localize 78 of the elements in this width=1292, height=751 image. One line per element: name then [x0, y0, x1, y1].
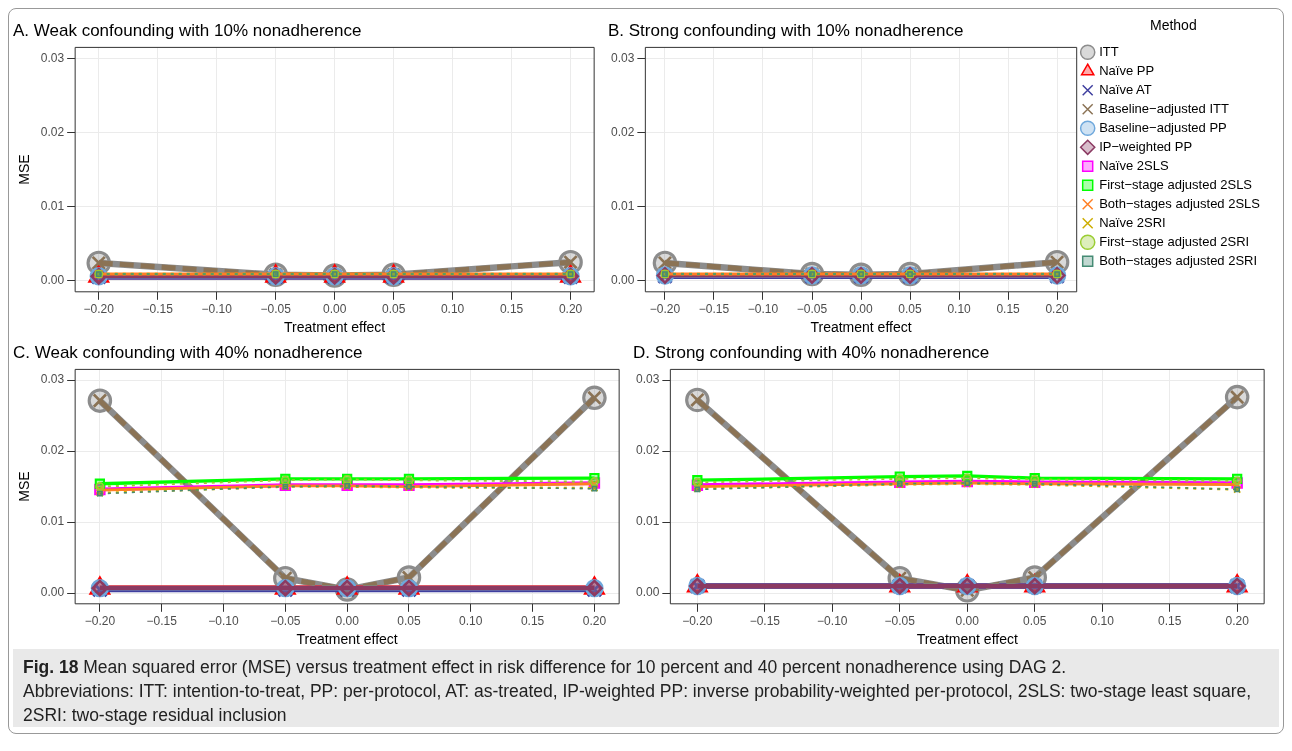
x-tick-label: −0.15 — [749, 614, 781, 629]
y-tick-label: 0.01 — [40, 198, 65, 213]
x-axis-title: Treatment effect — [810, 319, 912, 336]
x-tick-label: 0.20 — [1225, 614, 1250, 629]
x-tick-label: 0.05 — [381, 302, 406, 317]
x-axis-title: Treatment effect — [916, 631, 1018, 648]
legend-label: Naïve AT — [1099, 81, 1152, 97]
y-tick-label: 0.02 — [40, 124, 65, 139]
caption: Fig. 18 — [23, 657, 80, 677]
x-tick-label: −0.15 — [142, 302, 174, 317]
legend-label: Baseline−adjusted ITT — [1099, 100, 1229, 116]
x-tick-label: 0.20 — [582, 614, 607, 629]
legend-label: Both−stages adjusted 2SRI — [1099, 252, 1258, 268]
chart-title: D. Strong confounding with 40% nonadherence — [633, 342, 990, 362]
y-tick-label: 0.00 — [40, 273, 65, 287]
x-tick-label: 0.05 — [397, 614, 421, 629]
x-tick-label: −0.10 — [817, 614, 848, 629]
x-tick-label: −0.10 — [201, 302, 233, 317]
x-tick-label: −0.20 — [682, 614, 713, 629]
x-axis-title: Treatment effect — [284, 319, 386, 336]
y-tick-label: 0.02 — [636, 443, 660, 458]
x-tick-label: 0.05 — [1023, 614, 1047, 629]
x-tick-label: −0.15 — [146, 614, 178, 629]
y-tick-label: 0.03 — [636, 372, 660, 387]
x-tick-label: −0.05 — [260, 302, 292, 317]
y-tick-label: 0.00 — [40, 585, 65, 600]
y-tick-label: 0.01 — [40, 514, 65, 529]
x-tick-label: −0.20 — [649, 302, 681, 317]
legend-title: Method — [1149, 16, 1197, 33]
x-tick-label: −0.10 — [208, 614, 240, 629]
legend-label: ITT — [1099, 43, 1119, 59]
x-tick-label: 0.15 — [499, 302, 524, 317]
x-tick-label: 0.15 — [996, 302, 1021, 317]
y-tick-label: 0.03 — [40, 50, 65, 65]
y-tick-label: 0.03 — [40, 372, 65, 387]
legend-label: First−stage adjusted 2SLS — [1099, 176, 1253, 192]
x-tick-label: −0.05 — [884, 614, 916, 629]
y-tick-label: 0.02 — [611, 124, 635, 139]
x-tick-label: 0.00 — [335, 614, 360, 629]
legend-label: Naïve 2SRI — [1099, 214, 1166, 230]
x-tick-label: −0.05 — [796, 302, 828, 317]
x-tick-label: 0.15 — [520, 614, 545, 629]
x-tick-label: −0.20 — [84, 614, 116, 629]
x-tick-label: 0.00 — [322, 302, 347, 317]
legend-label: Both−stages adjusted 2SLS — [1099, 195, 1261, 211]
x-tick-label: −0.05 — [270, 614, 301, 629]
x-tick-label: 0.15 — [1158, 614, 1182, 629]
y-tick-label: 0.02 — [40, 443, 65, 458]
chart-title: C. Weak confounding with 40% nonadherence — [13, 342, 363, 362]
legend-label: First−stage adjusted 2SRI — [1099, 233, 1250, 249]
x-tick-label: 0.10 — [459, 614, 483, 629]
x-tick-label: 0.20 — [558, 302, 583, 317]
x-tick-label: −0.15 — [698, 302, 730, 317]
x-tick-label: 0.10 — [947, 302, 972, 317]
y-tick-label: 0.00 — [636, 585, 660, 600]
x-tick-label: 0.20 — [1045, 302, 1070, 317]
chart-title: B. Strong confounding with 10% nonadherence — [608, 20, 964, 40]
legend-label: Naïve PP — [1099, 62, 1155, 78]
x-tick-label: −0.10 — [747, 302, 779, 317]
text: Mean squared error (MSE) versus treatment effect in risk difference for 10 percent and 40 percent nonadherence using DAG 2. — [83, 657, 1067, 677]
x-tick-label: −0.20 — [83, 302, 115, 317]
chart-title: A. Weak confounding with 10% nonadherence — [13, 20, 362, 40]
legend-label: Naïve 2SLS — [1099, 157, 1169, 173]
legend-label: Baseline−adjusted PP — [1099, 119, 1227, 135]
x-axis-title: Treatment effect — [296, 631, 398, 648]
y-axis-title: MSE — [16, 154, 33, 185]
x-tick-label: 0.05 — [898, 302, 923, 317]
x-tick-label: 0.10 — [1090, 614, 1115, 629]
y-tick-label: 0.03 — [611, 50, 635, 65]
x-tick-label: 0.00 — [849, 302, 874, 317]
text: Abbreviations: ITT: intention-to-treat, PP: per-protocol, AT: as-treated, IP-weighted PP: inverse probability-weighted per-protocol, 2SLS: two-stage least square, 2SRI: two-stage residual inclusion — [23, 680, 1253, 727]
y-tick-label: 0.01 — [611, 198, 635, 213]
y-tick-label: 0.01 — [636, 514, 660, 529]
y-axis-title: MSE — [16, 471, 33, 502]
y-tick-label: 0.00 — [611, 273, 635, 287]
x-tick-label: 0.00 — [955, 614, 980, 629]
x-tick-label: 0.10 — [440, 302, 465, 317]
legend-label: IP−weighted PP — [1099, 138, 1193, 154]
